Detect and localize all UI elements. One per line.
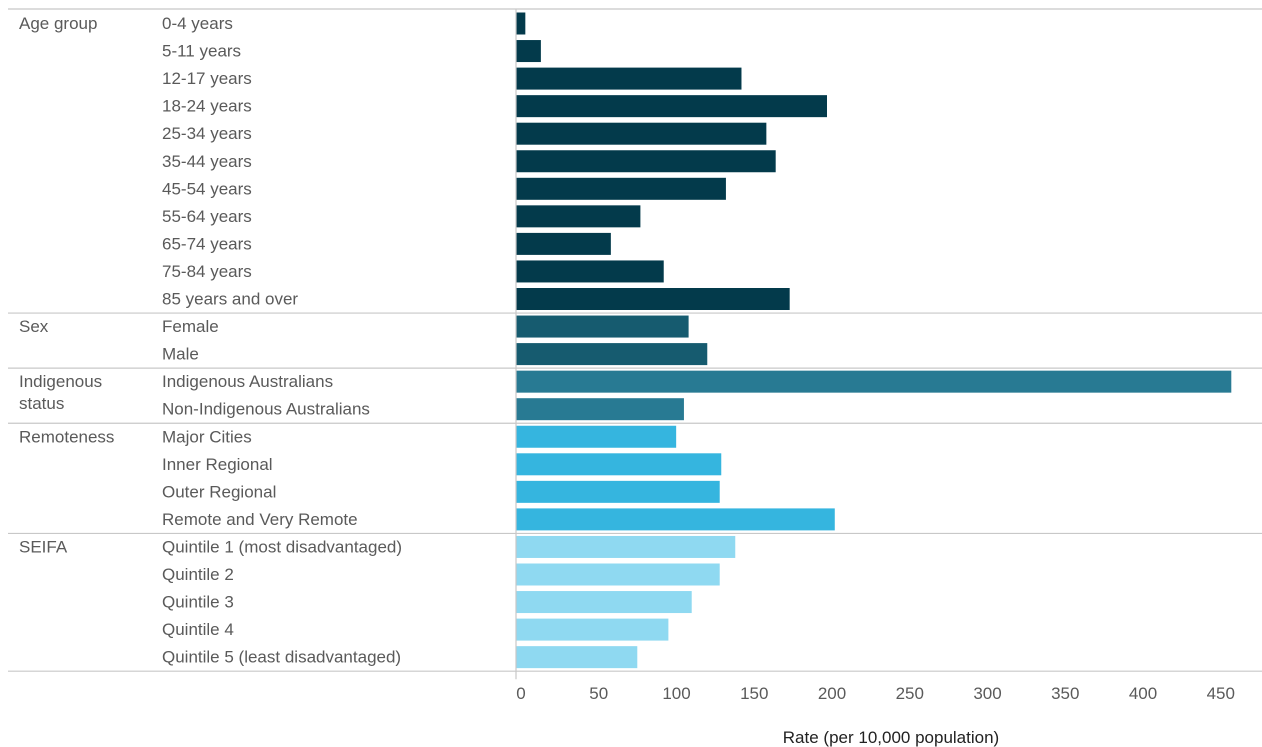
x-tick-label: 50 — [589, 684, 608, 703]
group-label-sex: Sex — [19, 317, 49, 336]
group-label-seifa: SEIFA — [19, 537, 68, 556]
x-tick-label: 150 — [740, 684, 768, 703]
category-label-quintile-4: Quintile 4 — [162, 620, 234, 639]
category-label-85-years-and-over: 85 years and over — [162, 290, 298, 309]
bar-outer-regional — [516, 480, 720, 503]
bar-35-44-years — [516, 150, 776, 173]
category-label-45-54-years: 45-54 years — [162, 179, 252, 198]
category-label-quintile-5-least-disadvantaged: Quintile 5 (least disadvantaged) — [162, 648, 401, 667]
x-axis-title: Rate (per 10,000 population) — [783, 728, 999, 747]
category-label-quintile-1-most-disadvantaged: Quintile 1 (most disadvantaged) — [162, 537, 402, 556]
category-label-quintile-3: Quintile 3 — [162, 593, 234, 612]
group-label-indigenous-status: Indigenous status — [19, 372, 102, 413]
bar-quintile-2 — [516, 563, 720, 586]
category-label-female: Female — [162, 317, 219, 336]
category-label-inner-regional: Inner Regional — [162, 455, 273, 474]
bar-remote-and-very-remote — [516, 508, 835, 531]
bar-quintile-1-most-disadvantaged — [516, 535, 736, 558]
category-label-75-84-years: 75-84 years — [162, 262, 252, 281]
x-tick-label: 450 — [1207, 684, 1235, 703]
category-label-18-24-years: 18-24 years — [162, 97, 252, 116]
category-label-12-17-years: 12-17 years — [162, 69, 252, 88]
bar-quintile-4 — [516, 618, 669, 641]
category-label-male: Male — [162, 345, 199, 364]
bar-indigenous-australians — [516, 370, 1232, 393]
x-tick-label: 400 — [1129, 684, 1157, 703]
bar-inner-regional — [516, 453, 722, 476]
category-label-25-34-years: 25-34 years — [162, 124, 252, 143]
category-label-quintile-2: Quintile 2 — [162, 565, 234, 584]
bar-quintile-3 — [516, 591, 692, 614]
bar-0-4-years — [516, 12, 526, 35]
x-tick-label: 350 — [1051, 684, 1079, 703]
bar-75-84-years — [516, 260, 664, 283]
category-label-remote-and-very-remote: Remote and Very Remote — [162, 510, 358, 529]
bar-45-54-years — [516, 177, 726, 200]
bar-non-indigenous-australians — [516, 398, 684, 421]
bar-5-11-years — [516, 40, 541, 63]
x-tick-label: 0 — [516, 684, 525, 703]
category-label-55-64-years: 55-64 years — [162, 207, 252, 226]
category-label-major-cities: Major Cities — [162, 427, 252, 446]
bar-55-64-years — [516, 205, 641, 228]
bar-85-years-and-over — [516, 288, 790, 310]
category-label-5-11-years: 5-11 years — [162, 42, 241, 61]
bar-65-74-years — [516, 232, 611, 255]
group-label-age-group: Age group — [19, 14, 97, 33]
x-tick-label: 200 — [818, 684, 846, 703]
x-tick-label: 300 — [973, 684, 1001, 703]
bar-male — [516, 343, 708, 366]
category-label-65-74-years: 65-74 years — [162, 234, 252, 253]
bar-quintile-5-least-disadvantaged — [516, 646, 638, 669]
x-tick-label: 100 — [662, 684, 690, 703]
bar-major-cities — [516, 425, 677, 448]
x-tick-label: 250 — [896, 684, 924, 703]
bar-12-17-years — [516, 67, 742, 90]
bar-18-24-years — [516, 95, 827, 118]
bar-female — [516, 315, 689, 338]
group-label-remoteness: Remoteness — [19, 427, 114, 446]
category-label-non-indigenous-australians: Non-Indigenous Australians — [162, 400, 370, 419]
bar-25-34-years — [516, 122, 767, 145]
category-label-0-4-years: 0-4 years — [162, 14, 233, 33]
category-label-indigenous-australians: Indigenous Australians — [162, 372, 333, 391]
category-label-outer-regional: Outer Regional — [162, 482, 276, 501]
category-label-35-44-years: 35-44 years — [162, 152, 252, 171]
